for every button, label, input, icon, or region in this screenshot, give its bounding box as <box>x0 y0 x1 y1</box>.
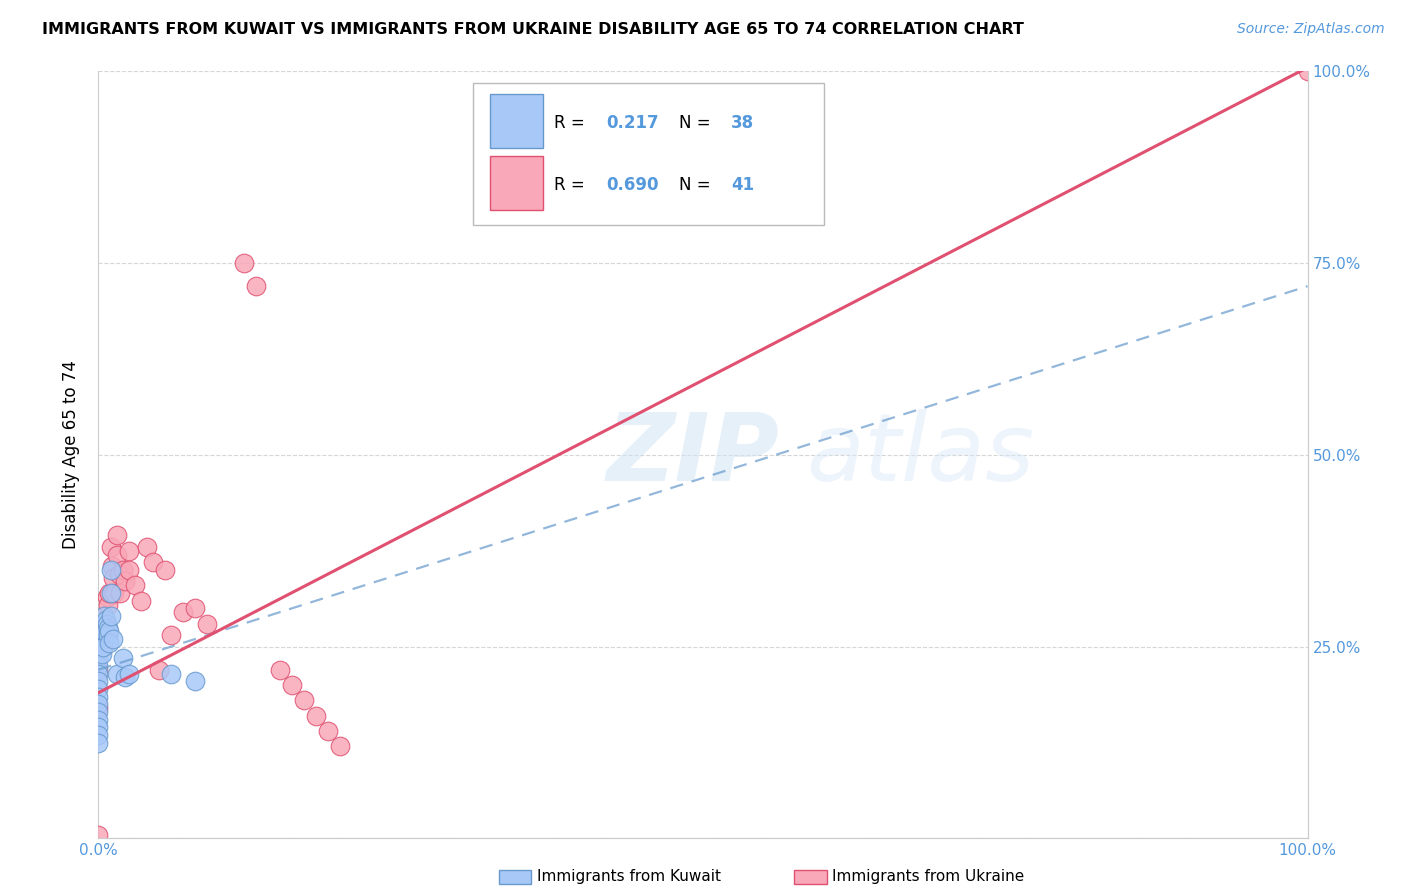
Point <box>281 678 304 692</box>
Text: Immigrants from Ukraine: Immigrants from Ukraine <box>832 870 1025 884</box>
Point <box>93 609 115 624</box>
Point <box>96 590 118 604</box>
Point <box>91 640 114 654</box>
Point <box>118 544 141 558</box>
Point <box>245 279 267 293</box>
Point <box>1296 64 1319 78</box>
Point <box>87 713 110 727</box>
Point <box>142 555 165 569</box>
Point <box>87 666 110 681</box>
Text: 41: 41 <box>731 176 754 194</box>
Point <box>105 548 128 562</box>
Point <box>91 616 114 631</box>
Point <box>97 598 120 612</box>
Point <box>195 616 218 631</box>
Text: 38: 38 <box>731 114 754 132</box>
Point <box>87 628 110 642</box>
Point <box>135 540 157 554</box>
Point <box>105 666 128 681</box>
Point <box>91 648 114 662</box>
Point <box>305 708 328 723</box>
FancyBboxPatch shape <box>491 94 543 148</box>
Point <box>98 636 121 650</box>
Text: 0.690: 0.690 <box>606 176 659 194</box>
Point <box>108 586 131 600</box>
Point <box>118 666 141 681</box>
Point <box>269 663 291 677</box>
Point <box>98 586 121 600</box>
Text: R =: R = <box>554 114 591 132</box>
Point <box>87 705 110 719</box>
Point <box>329 739 352 754</box>
Point <box>232 256 254 270</box>
Point <box>87 651 110 665</box>
Point <box>87 663 110 677</box>
Point <box>94 613 117 627</box>
Point <box>184 601 207 615</box>
Point <box>87 698 110 712</box>
Point <box>100 609 122 624</box>
Point <box>100 586 122 600</box>
Point <box>91 640 114 654</box>
Point <box>118 563 141 577</box>
Point <box>87 828 110 842</box>
Point <box>101 632 124 646</box>
Point <box>160 666 183 681</box>
Point <box>94 616 117 631</box>
Text: 0.217: 0.217 <box>606 114 659 132</box>
Y-axis label: Disability Age 65 to 74: Disability Age 65 to 74 <box>62 360 80 549</box>
Text: IMMIGRANTS FROM KUWAIT VS IMMIGRANTS FROM UKRAINE DISABILITY AGE 65 TO 74 CORREL: IMMIGRANTS FROM KUWAIT VS IMMIGRANTS FRO… <box>42 22 1024 37</box>
Point <box>124 578 146 592</box>
Point <box>97 621 120 635</box>
Point <box>93 609 115 624</box>
Point <box>108 566 131 581</box>
Point <box>100 563 122 577</box>
Point <box>103 586 125 600</box>
FancyBboxPatch shape <box>474 83 824 225</box>
Text: Immigrants from Kuwait: Immigrants from Kuwait <box>537 870 721 884</box>
Point <box>87 658 110 673</box>
Text: Source: ZipAtlas.com: Source: ZipAtlas.com <box>1237 22 1385 37</box>
Point <box>87 681 110 696</box>
Point <box>316 724 339 739</box>
Point <box>87 735 110 749</box>
Text: N =: N = <box>679 114 716 132</box>
FancyBboxPatch shape <box>491 155 543 210</box>
Point <box>148 663 170 677</box>
Text: ZIP: ZIP <box>606 409 779 501</box>
Point <box>97 628 120 642</box>
Point <box>87 701 110 715</box>
Point <box>129 593 152 607</box>
Point <box>160 628 183 642</box>
Point <box>184 674 207 689</box>
Point <box>100 540 122 554</box>
Text: atlas: atlas <box>806 409 1033 500</box>
Point <box>153 563 176 577</box>
Point <box>87 636 110 650</box>
Point <box>111 651 134 665</box>
Point <box>114 670 136 684</box>
Point <box>87 720 110 734</box>
Point <box>87 674 110 689</box>
Point <box>98 624 121 639</box>
Point <box>87 728 110 742</box>
Text: N =: N = <box>679 176 716 194</box>
Point <box>101 571 124 585</box>
Point <box>93 624 115 639</box>
Point <box>87 643 110 657</box>
Point <box>91 624 114 639</box>
Text: R =: R = <box>554 176 591 194</box>
Point <box>114 574 136 589</box>
Point <box>105 528 128 542</box>
Point <box>91 632 114 646</box>
Point <box>91 632 114 646</box>
Point <box>100 559 122 574</box>
Point <box>172 605 194 619</box>
Point <box>96 616 118 631</box>
Point <box>87 690 110 704</box>
Point <box>111 563 134 577</box>
Point <box>292 693 315 707</box>
